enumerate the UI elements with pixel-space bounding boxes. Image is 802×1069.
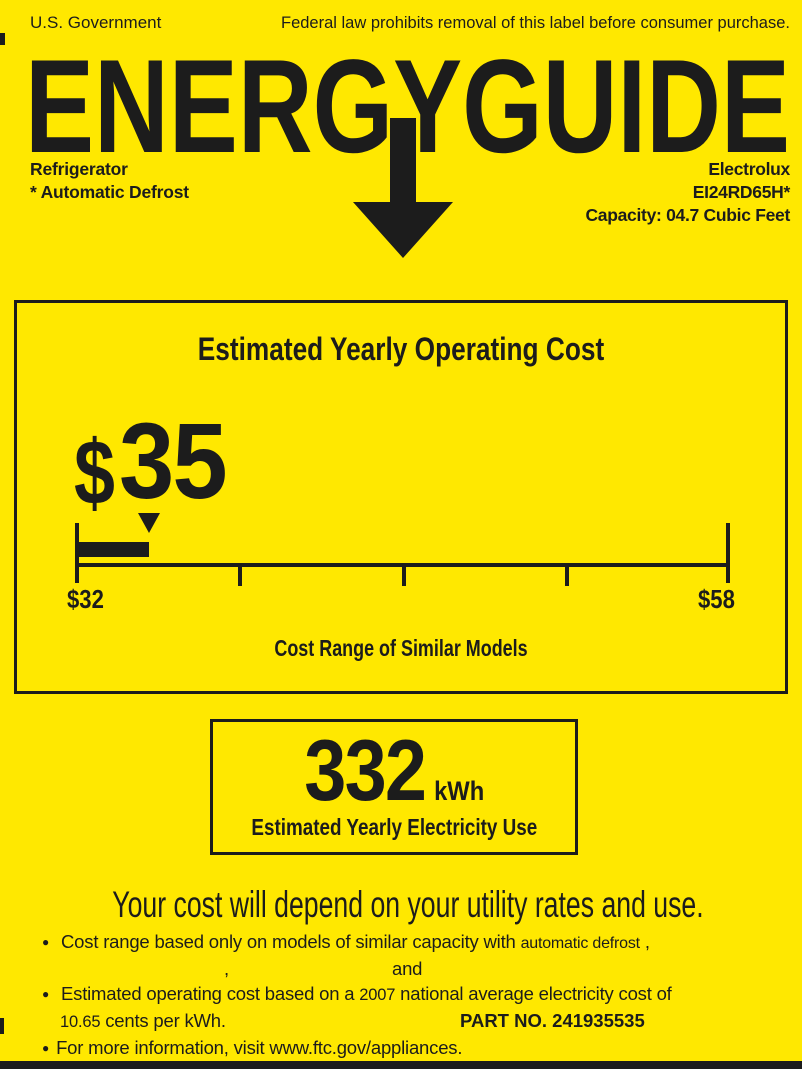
footnote-rate-line: 10.65 cents per kWh. PART NO. 241935535 <box>42 1010 645 1032</box>
rate-unit: cents per kWh. <box>105 1010 226 1031</box>
cost-range-caption: Cost Range of Similar Models <box>274 635 528 661</box>
bottom-border-bar <box>0 1061 802 1069</box>
cost-box-title: Estimated Yearly Operating Cost <box>197 331 605 367</box>
energyguide-logo: ENERGYGUIDE <box>25 33 790 258</box>
appliance-info: Refrigerator * Automatic Defrost <box>30 158 189 204</box>
brand-name: Electrolux <box>708 159 790 179</box>
manufacturer-info: Electrolux EI24RD65H* Capacity: 04.7 Cub… <box>585 158 790 227</box>
left-edge-print-mark <box>0 33 5 45</box>
cost-marker-icon <box>138 513 160 533</box>
footnote-cost-range-text: Cost range based only on models of simil… <box>61 931 516 952</box>
footnote-estimated-cost: Estimated operating cost based on a 2007… <box>42 983 672 1005</box>
footnote-year-value: 2007 <box>359 986 396 1004</box>
scale-min-label: $32 <box>67 584 104 614</box>
operating-cost-box: Estimated Yearly Operating Cost $ 35 $32… <box>14 300 788 694</box>
scale-mid-tick <box>565 563 569 586</box>
down-arrow-icon <box>353 118 453 258</box>
scale-max-label: $58 <box>698 584 735 614</box>
dollar-sign: $ <box>74 422 115 524</box>
footnote-more-info: For more information, visit www.ftc.gov/… <box>42 1037 462 1059</box>
appliance-feature: * Automatic Defrost <box>30 182 189 202</box>
capacity-text: Capacity: 04.7 Cubic Feet <box>585 205 790 225</box>
electricity-use-box: 332 kWh Estimated Yearly Electricity Use <box>210 719 578 855</box>
footnote-feature-value: automatic defrost <box>520 935 641 952</box>
scale-mid-tick <box>238 563 242 586</box>
model-number: EI24RD65H* <box>692 182 791 202</box>
left-edge-print-mark <box>0 1018 4 1034</box>
scale-right-tick <box>726 523 730 583</box>
us-government-text: U.S. Government <box>30 13 162 32</box>
usage-row: 332 kWh <box>304 722 484 819</box>
usage-caption: Estimated Yearly Electricity Use <box>251 814 537 841</box>
part-number: PART NO. 241935535 <box>460 1010 645 1031</box>
kwh-unit: kWh <box>433 775 484 806</box>
footnote-cost-text-before: Estimated operating cost based on a <box>61 983 355 1004</box>
kwh-value: 332 <box>304 722 427 819</box>
appliance-type: Refrigerator <box>30 159 128 179</box>
footnote-cost-range: Cost range based only on models of simil… <box>42 931 650 953</box>
rate-value: 10.65 <box>60 1013 101 1031</box>
footnote-comma: , <box>644 931 650 952</box>
blank-comma: , <box>224 958 229 979</box>
cost-range-bar <box>75 542 149 557</box>
federal-law-notice: Federal law prohibits removal of this la… <box>280 14 790 32</box>
blank-and: and <box>392 958 423 979</box>
footnote-cost-text-after: national average electricity cost of <box>400 983 672 1004</box>
utility-rates-headline: Your cost will depend on your utility ra… <box>112 884 704 925</box>
yearly-cost-value: 35 <box>119 400 228 521</box>
scale-mid-tick <box>402 563 406 586</box>
